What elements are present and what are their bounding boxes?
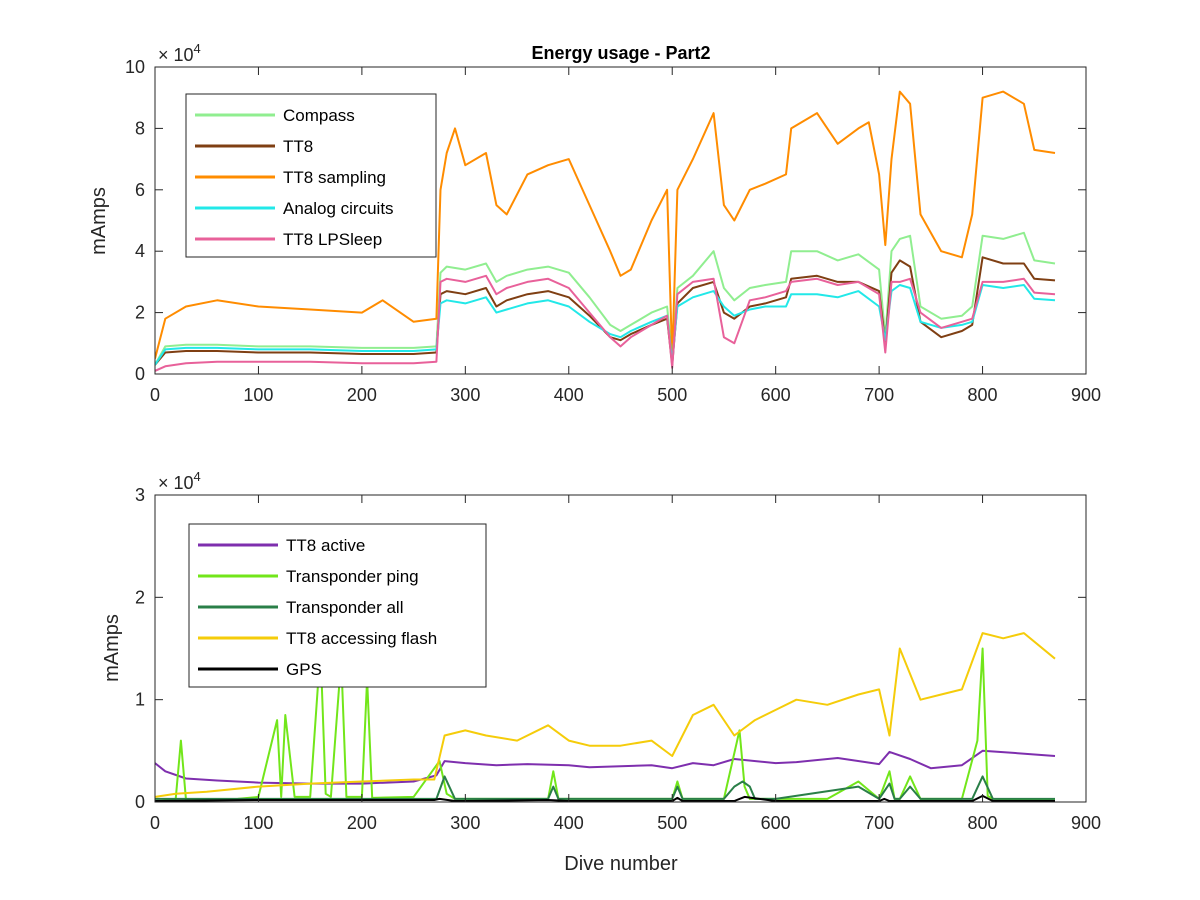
x-axis-label: Dive number — [564, 853, 678, 875]
y-tick-label: 0 — [135, 792, 145, 812]
x-tick-label: 200 — [347, 385, 377, 405]
top-chart-series — [155, 90, 1056, 372]
y-tick-label: 6 — [135, 180, 145, 200]
x-tick-label: 300 — [450, 385, 480, 405]
bottom-y-exponent-power: 4 — [194, 469, 201, 484]
x-tick-label: 100 — [243, 813, 273, 833]
x-tick-label: 500 — [657, 813, 687, 833]
bottom-y-ticks: 0 1 2 3 — [135, 485, 1086, 812]
top-y-ticks: 0 2 4 6 8 10 — [125, 57, 1086, 384]
legend-label: Transponder all — [286, 598, 404, 617]
top-y-exponent-power: 4 — [194, 41, 201, 56]
bottom-y-exponent-base: × 10 — [158, 473, 194, 493]
series-line-tt8-lpsleep — [155, 274, 1056, 372]
legend-label: Transponder ping — [286, 567, 419, 586]
x-tick-label: 900 — [1071, 385, 1101, 405]
legend-label: TT8 LPSleep — [283, 230, 382, 249]
y-tick-label: 3 — [135, 485, 145, 505]
series-line-tt8-sampling — [155, 90, 1056, 360]
energy-usage-top-chart: Energy usage - Part2 0 100 200 300 400 500 600… — [88, 41, 1101, 405]
legend-label: TT8 sampling — [283, 168, 386, 187]
x-tick-label: 600 — [761, 813, 791, 833]
x-tick-label: 300 — [450, 813, 480, 833]
bottom-plot-frame — [154, 494, 1087, 803]
x-tick-label: 400 — [554, 385, 584, 405]
x-tick-label: 800 — [968, 385, 998, 405]
y-tick-label: 1 — [135, 690, 145, 710]
legend-label: TT8 active — [286, 536, 365, 555]
legend-label: TT8 — [283, 137, 313, 156]
series-line-gps — [155, 794, 1055, 802]
x-tick-label: 400 — [554, 813, 584, 833]
x-tick-label: 600 — [761, 385, 791, 405]
top-y-axis-label: mAmps — [88, 187, 110, 255]
y-tick-label: 10 — [125, 57, 145, 77]
legend-label: TT8 accessing flash — [286, 629, 437, 648]
chart-title: Energy usage - Part2 — [531, 43, 710, 63]
x-tick-label: 200 — [347, 813, 377, 833]
bottom-legend-entries: TT8 active Transponder ping Transponder al… — [198, 536, 437, 679]
top-y-exponent: × 104 — [158, 41, 201, 65]
x-tick-label: 700 — [864, 813, 894, 833]
legend-label: Compass — [283, 106, 355, 125]
legend-label: Analog circuits — [283, 199, 394, 218]
x-tick-label: 800 — [968, 813, 998, 833]
y-tick-label: 4 — [135, 241, 145, 261]
y-tick-label: 2 — [135, 303, 145, 323]
top-y-exponent-base: × 10 — [158, 45, 194, 65]
bottom-legend: TT8 active Transponder ping Transponder al… — [188, 523, 487, 688]
bottom-chart-series — [155, 632, 1056, 802]
y-tick-label: 0 — [135, 364, 145, 384]
top-plot-frame — [154, 66, 1087, 375]
x-tick-label: 900 — [1071, 813, 1101, 833]
top-x-ticks: 0 100 200 300 400 500 600 700 800 900 — [150, 67, 1101, 405]
bottom-x-ticks: 0 100 200 300 400 500 600 700 800 900 — [150, 495, 1101, 833]
x-tick-label: 500 — [657, 385, 687, 405]
x-tick-label: 0 — [150, 813, 160, 833]
x-tick-label: 700 — [864, 385, 894, 405]
top-legend-entries: Compass TT8 TT8 sampling Analog circuits TT8… — [195, 106, 394, 249]
top-legend: Compass TT8 TT8 sampling Analog circuits TT8… — [185, 93, 437, 258]
x-tick-label: 0 — [150, 385, 160, 405]
x-tick-label: 100 — [243, 385, 273, 405]
series-line-tt8-accessing-flash — [155, 632, 1056, 798]
legend-label: GPS — [286, 660, 322, 679]
y-tick-label: 2 — [135, 587, 145, 607]
bottom-y-exponent: × 104 — [158, 469, 201, 493]
series-line-transponder-all — [155, 775, 1055, 800]
y-tick-label: 8 — [135, 118, 145, 138]
bottom-y-axis-label: mAmps — [101, 614, 123, 682]
